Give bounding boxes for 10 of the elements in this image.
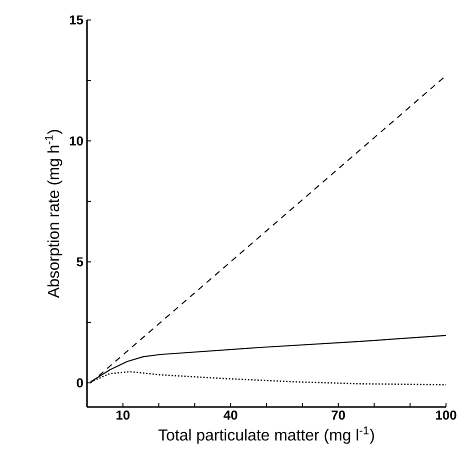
x-axis-title: Total particulate matter (mg l$^{-1}$)	[158, 426, 374, 444]
y-tick-label: 10	[70, 136, 83, 146]
y-tick-label: 15	[70, 15, 84, 25]
y-axis-title: Absorption rate (mg h$^{-1}$)	[45, 130, 62, 298]
y-tick-label: 5	[76, 257, 84, 266]
x-tick-label: 40	[224, 410, 238, 420]
y-tick-label: 0	[76, 378, 83, 388]
x-tick-label: 100	[436, 410, 456, 420]
x-tick-label: 70	[332, 410, 345, 420]
x-tick-label: 10	[116, 410, 130, 420]
